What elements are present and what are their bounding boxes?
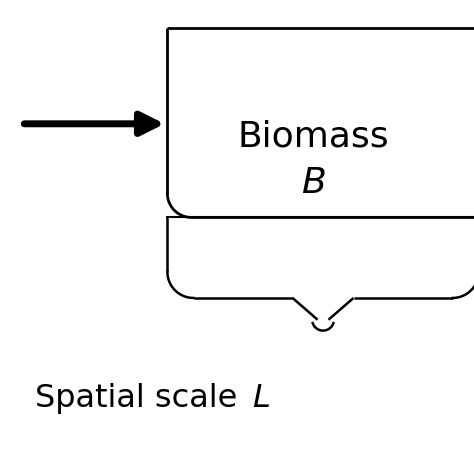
Text: L: L [252, 383, 270, 414]
Text: Biomass: Biomass [237, 120, 389, 154]
Text: Spatial scale: Spatial scale [36, 383, 248, 414]
Text: B: B [301, 165, 326, 200]
